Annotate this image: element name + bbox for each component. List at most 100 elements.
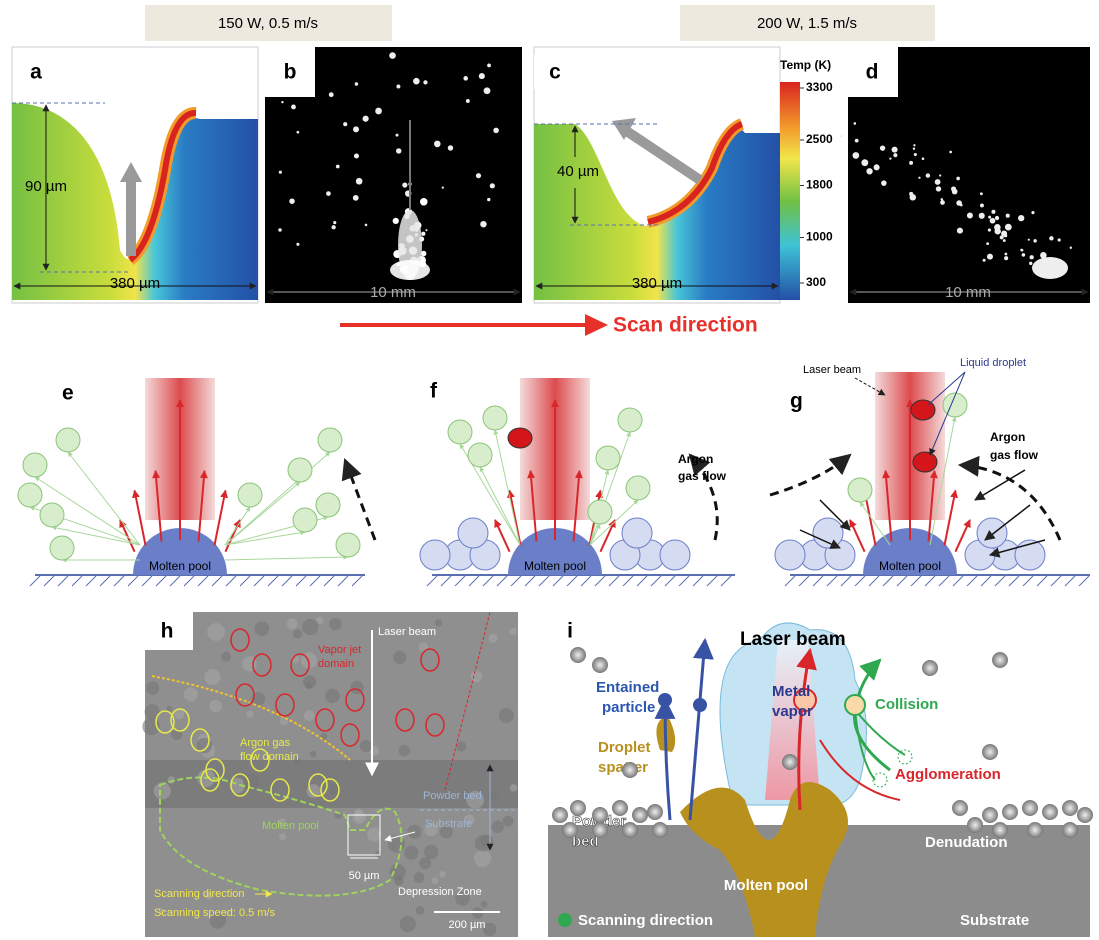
powder-ball xyxy=(992,822,1008,838)
powder-ball xyxy=(592,657,608,673)
spatter-particle xyxy=(861,159,868,166)
argon-label: Argon gas xyxy=(240,737,291,749)
spatter-particle xyxy=(1022,253,1026,257)
powder-ball xyxy=(967,817,983,833)
ejected-particle xyxy=(56,428,80,452)
ejected-particle xyxy=(23,453,47,477)
powder-particle xyxy=(360,740,373,753)
ejected-particle xyxy=(18,483,42,507)
powder-particle xyxy=(310,751,317,758)
spatter-particle xyxy=(1058,238,1061,241)
substrate-label: Substrate xyxy=(960,912,1029,929)
powder-particle xyxy=(246,710,253,717)
gas-flow-arrow xyxy=(345,460,375,540)
powder-particle xyxy=(414,872,425,883)
powder-particle xyxy=(510,784,518,792)
spatter-particle xyxy=(1003,239,1006,242)
entrained-label: Entained xyxy=(596,679,659,696)
powder-ball xyxy=(552,807,568,823)
spatter-particle xyxy=(326,191,331,196)
powder-particle xyxy=(287,618,298,629)
spatter-particle xyxy=(1005,224,1012,231)
panel-d: d 10 mm xyxy=(840,47,1090,303)
hatch xyxy=(310,576,320,586)
spatter-particle xyxy=(990,218,996,224)
colorbar-tick-label: 2500 xyxy=(806,132,833,146)
colorbar-tick-label: 1800 xyxy=(806,178,833,192)
vapor-label: Metal xyxy=(772,683,810,700)
vapor-arrow xyxy=(944,490,955,545)
spatter-particle xyxy=(493,128,499,134)
hatch xyxy=(567,576,577,586)
spatter-particle xyxy=(1049,236,1053,240)
hatch xyxy=(651,576,661,586)
liquid-droplet xyxy=(913,452,937,472)
spatter-particle xyxy=(353,126,359,132)
gas-label: Argon xyxy=(678,452,713,466)
hatch xyxy=(581,576,591,586)
gas-label: gas flow xyxy=(678,469,727,483)
scale-label: 10 mm xyxy=(370,284,416,301)
spatter-particle xyxy=(986,242,989,245)
spatter-particle xyxy=(1004,256,1008,260)
powder-particle xyxy=(432,877,439,884)
droplet-label: Liquid droplet xyxy=(960,357,1026,369)
hatch xyxy=(855,576,865,586)
spatter-particle xyxy=(940,200,945,205)
powder-particle xyxy=(184,687,198,701)
powder-ball xyxy=(782,754,798,770)
dimension: 380 µm xyxy=(632,275,682,292)
hatch xyxy=(497,576,507,586)
spatter-particle xyxy=(988,228,991,231)
powder-ball xyxy=(1002,804,1018,820)
hatch xyxy=(483,576,493,586)
collision-label: Collision xyxy=(875,696,938,713)
spatter-particle xyxy=(423,80,427,84)
gas-label: gas flow xyxy=(990,448,1039,462)
powder-particle xyxy=(503,816,514,827)
spatter-particle xyxy=(854,122,857,125)
gas-flow-arrow xyxy=(770,455,850,495)
spatter-particle xyxy=(994,228,1000,234)
powder-ball xyxy=(570,800,586,816)
panel-label: b xyxy=(284,61,297,84)
powder-ball xyxy=(1022,800,1038,816)
powder-ball xyxy=(992,652,1008,668)
powder-ball xyxy=(570,647,586,663)
hatch xyxy=(637,576,647,586)
spatter-particle xyxy=(956,200,962,206)
spatter-particle xyxy=(914,153,917,156)
agglomeration-label: Agglomeration xyxy=(895,766,1001,783)
spatter-particle xyxy=(995,216,999,220)
hatch xyxy=(939,576,949,586)
panel-label: i xyxy=(567,620,573,643)
powder-particle xyxy=(660,540,690,570)
spatter-particle xyxy=(918,177,920,179)
hatch xyxy=(282,576,292,586)
hatch xyxy=(869,576,879,586)
spatter-particle xyxy=(1004,234,1007,237)
hatch xyxy=(623,576,633,586)
powder-particle xyxy=(474,849,491,866)
hatch xyxy=(693,576,703,586)
panel-a: a 90 µm 380 µm xyxy=(12,47,258,303)
spatter-particle xyxy=(980,192,983,195)
spatter-particle xyxy=(909,161,913,165)
spatter-particle xyxy=(1020,249,1023,252)
spatter-particle xyxy=(466,99,470,103)
powder-ball xyxy=(612,800,628,816)
spatter-particle xyxy=(909,192,913,196)
spatter-particle xyxy=(952,189,958,195)
powder-ball xyxy=(622,822,638,838)
powder-ball xyxy=(1077,807,1093,823)
dimension: 40 µm xyxy=(557,163,599,180)
spatter-particle xyxy=(1004,253,1007,256)
spatter-particle xyxy=(926,173,930,177)
ejected-particle xyxy=(848,478,872,502)
spatter-particle xyxy=(396,84,400,88)
spatter-particle xyxy=(893,153,897,157)
spatter-particle xyxy=(852,152,859,159)
hatch xyxy=(911,576,921,586)
pool-label: Molten pool xyxy=(524,559,586,573)
spatter-particle xyxy=(487,198,490,201)
